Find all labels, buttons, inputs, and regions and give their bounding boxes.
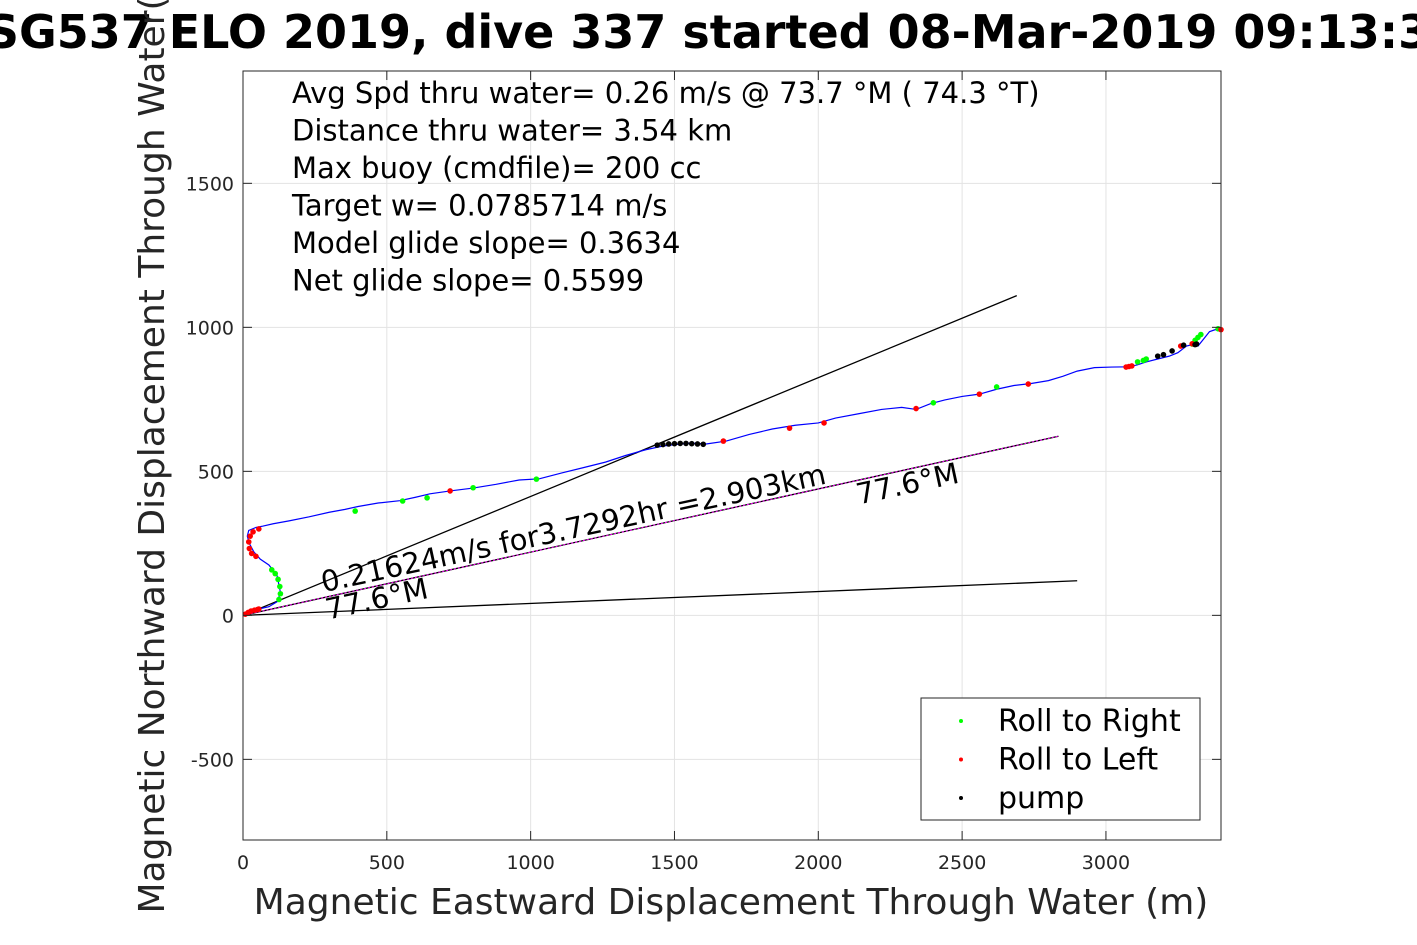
x-tick-label: 1000 — [506, 852, 554, 874]
roll-to-right-point — [1143, 356, 1150, 362]
x-tick-label: 3000 — [1082, 852, 1130, 874]
info-line: Target w= 0.0785714 m/s — [291, 189, 667, 223]
legend-marker — [959, 757, 963, 762]
reference-line — [242, 295, 1018, 616]
pump-point — [1160, 351, 1167, 358]
roll-to-right-point — [268, 567, 275, 573]
legend-label: Roll to Left — [998, 743, 1158, 778]
reference-line — [242, 580, 1078, 616]
net-course-line — [242, 435, 1059, 616]
roll-to-left-point — [250, 529, 256, 535]
roll-to-right-point — [424, 495, 430, 501]
roll-to-right-point — [272, 570, 279, 577]
legend-marker — [959, 796, 963, 800]
axes-box — [242, 70, 1222, 841]
axes-frame — [242, 70, 1222, 841]
roll-to-right-point — [399, 498, 406, 504]
roll-to-left-point — [720, 438, 727, 444]
roll-points — [242, 325, 1224, 617]
roll-to-left-point — [1025, 381, 1032, 387]
roll-to-left-point — [245, 539, 252, 545]
roll-to-right-point — [276, 596, 282, 603]
y-tick-label: 1000 — [186, 317, 234, 339]
roll-to-left-point — [247, 533, 253, 539]
info-line: Model glide slope= 0.3634 — [292, 226, 680, 260]
roll-to-right-point — [470, 484, 476, 491]
legend-label: Roll to Right — [998, 704, 1181, 739]
pump-point — [654, 442, 661, 448]
roll-to-right-point — [533, 476, 540, 482]
roll-to-right-point — [1198, 331, 1204, 338]
roll-to-right-point — [993, 384, 1000, 390]
roll-to-left-point — [913, 405, 919, 412]
roll-to-right-point — [275, 576, 281, 583]
legend-marker — [959, 719, 963, 723]
info-line: Avg Spd thru water= 0.26 m/s @ 73.7 °M (… — [292, 76, 1040, 110]
tick-labels: 0 500 1000 1500 2000 2500 3000 -500 0 500 1000 1500 — [186, 173, 1130, 874]
x-tick-label: 2000 — [794, 852, 842, 874]
roll-to-right-point — [1134, 359, 1141, 365]
roll-to-left-point — [447, 488, 453, 494]
x-tick-label: 2500 — [938, 852, 986, 874]
roll-to-left-point — [248, 550, 255, 557]
info-line: Max buoy (cmdfile)= 200 cc — [292, 151, 701, 185]
roll-to-left-point — [786, 425, 793, 431]
x-tick-label: 500 — [369, 852, 405, 874]
pump-point — [694, 441, 701, 447]
reference-lines — [242, 295, 1078, 616]
info-line: Distance thru water= 3.54 km — [292, 114, 732, 148]
pump-point — [688, 440, 695, 447]
roll-to-left-point — [246, 545, 253, 552]
x-axis-label: Magnetic Eastward Displacement Through W… — [254, 882, 1209, 923]
pump-point — [660, 441, 666, 448]
chart-title: SG537 ELO 2019, dive 337 started 08-Mar-… — [0, 5, 1417, 59]
pump-point — [1180, 342, 1187, 348]
roll-to-left-point — [256, 606, 262, 612]
roll-to-right-point — [277, 583, 283, 590]
info-text: Avg Spd thru water= 0.26 m/s @ 73.7 °M (… — [291, 76, 1040, 298]
pump-point — [1154, 353, 1161, 359]
legend-label: pump — [998, 781, 1084, 816]
roll-to-left-point — [253, 553, 259, 560]
pump-point — [683, 440, 689, 447]
roll-to-left-point — [256, 526, 262, 532]
pump-point — [677, 440, 684, 447]
pump-point — [1169, 348, 1175, 354]
x-tick-label: 1500 — [650, 852, 698, 874]
pump-point — [671, 440, 678, 447]
pump-point — [1193, 341, 1200, 347]
y-tick-label: 500 — [198, 461, 234, 483]
y-tick-label: 1500 — [186, 173, 234, 195]
y-tick-label: -500 — [191, 749, 234, 771]
y-axis-label: Magnetic Northward Displacement Through … — [132, 0, 173, 914]
y-tick-label: 0 — [222, 605, 234, 627]
roll-to-right-point — [277, 590, 284, 597]
roll-to-left-point — [1129, 363, 1135, 369]
roll-to-right-point — [352, 508, 358, 514]
roll-to-left-point — [821, 420, 827, 426]
info-line: Net glide slope= 0.5599 — [292, 264, 644, 298]
roll-to-left-point — [976, 391, 983, 397]
roll-to-right-point — [930, 399, 937, 406]
x-tick-label: 0 — [237, 852, 249, 874]
pump-point — [665, 441, 672, 447]
pump-point — [700, 441, 707, 448]
legend-box — [920, 697, 1201, 821]
